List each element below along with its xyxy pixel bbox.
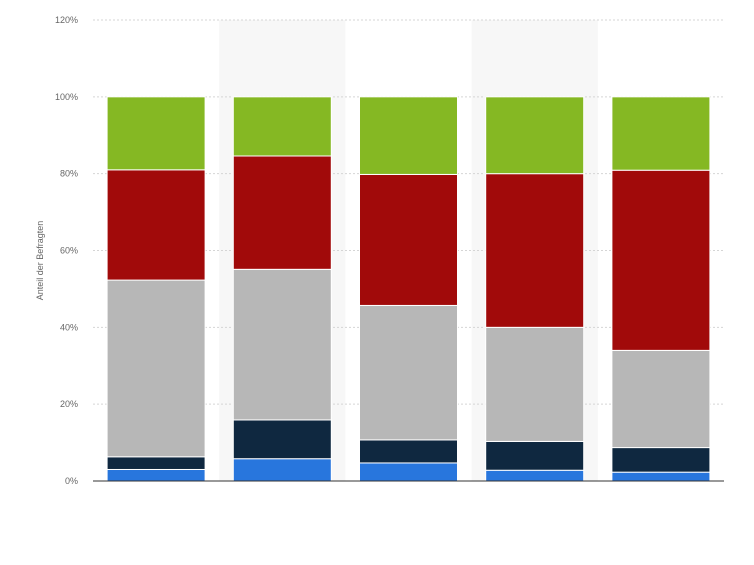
bar-segment xyxy=(359,304,458,441)
bar-segment xyxy=(611,169,711,351)
y-axis-title: Anteil der Befragten xyxy=(35,221,45,301)
bar-segment xyxy=(485,173,585,328)
bar-segment xyxy=(232,419,332,460)
bar-segment xyxy=(611,447,711,473)
bar-segment xyxy=(232,155,332,270)
y-tick-label: 20% xyxy=(60,399,78,409)
y-tick-label: 120% xyxy=(55,15,78,25)
y-tick-label: 40% xyxy=(60,322,78,332)
bar-segment xyxy=(106,456,206,470)
bar-segment xyxy=(485,326,585,442)
bar-segment xyxy=(106,96,206,171)
bar-segment xyxy=(611,349,711,449)
bar-segment xyxy=(106,279,206,458)
bar-segment xyxy=(232,96,332,157)
y-tick-label: 0% xyxy=(65,476,78,486)
y-tick-label: 100% xyxy=(55,92,78,102)
bar-segment xyxy=(485,440,585,471)
bar-segment xyxy=(232,268,332,421)
bar-segment xyxy=(232,458,332,482)
bar-segment xyxy=(611,471,711,482)
bars xyxy=(106,96,711,482)
bar-segment xyxy=(359,462,458,482)
bar-segment xyxy=(359,173,458,306)
bar-segment xyxy=(485,469,585,482)
bar-segment xyxy=(611,96,711,171)
y-tick-label: 60% xyxy=(60,246,78,256)
bar-segment xyxy=(359,96,458,175)
y-axis-ticks: 0% 20% 40% 60% 80% 100% 120% xyxy=(55,15,78,486)
bar-segment xyxy=(359,439,458,464)
y-tick-label: 80% xyxy=(60,169,78,179)
bar-segment xyxy=(106,169,206,281)
bar-segment xyxy=(106,468,206,482)
bar-segment xyxy=(485,96,585,175)
